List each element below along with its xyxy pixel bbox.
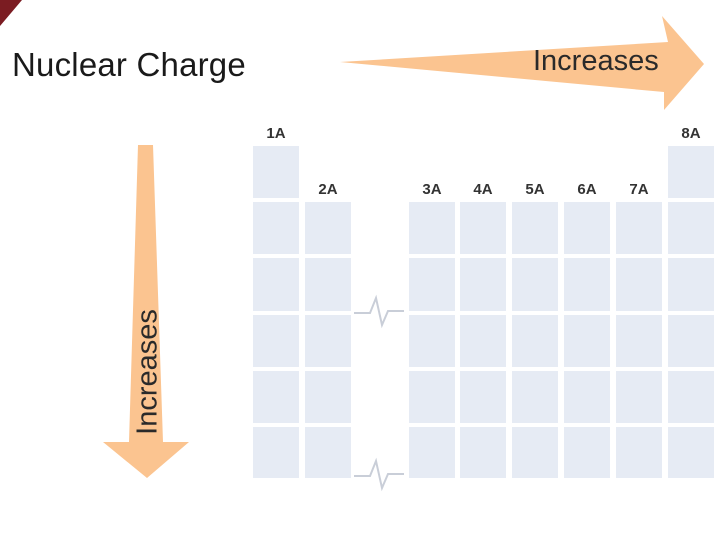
table-cell: [305, 258, 351, 311]
table-cell: [305, 371, 351, 423]
group-label-8a: 8A: [681, 125, 701, 142]
table-cell: [460, 315, 506, 367]
group-label-5a: 5A: [525, 181, 545, 198]
table-cell: [512, 315, 558, 367]
group-label-3a: 3A: [422, 181, 442, 198]
table-cell: [668, 258, 714, 311]
group-label-7a: 7A: [629, 181, 649, 198]
table-cell: [253, 315, 299, 367]
group-label-2a: 2A: [318, 181, 338, 198]
table-cell: [460, 258, 506, 311]
table-cell: [460, 371, 506, 423]
group-label-1a: 1A: [266, 125, 286, 142]
table-cell: [409, 427, 455, 478]
table-cell: [409, 315, 455, 367]
table-cell: [305, 315, 351, 367]
table-cell: [305, 427, 351, 478]
table-cell: [564, 258, 610, 311]
table-cell: [564, 371, 610, 423]
table-cell: [409, 371, 455, 423]
group-label-4a: 4A: [473, 181, 493, 198]
table-cell: [668, 371, 714, 423]
table-cell: [253, 258, 299, 311]
table-cell: [512, 258, 558, 311]
table-cell: [668, 427, 714, 478]
table-cell: [616, 371, 662, 423]
group-label-6a: 6A: [577, 181, 597, 198]
table-cell: [564, 202, 610, 254]
table-cell: [253, 427, 299, 478]
horizontal-increase-arrow: [340, 16, 704, 110]
table-cell: [305, 202, 351, 254]
horizontal-arrow-label: Increases: [533, 45, 659, 77]
table-cell: [564, 315, 610, 367]
table-cell: [253, 202, 299, 254]
table-cell: [512, 371, 558, 423]
table-cell: [253, 146, 299, 198]
table-cell: [253, 371, 299, 423]
table-cell: [409, 258, 455, 311]
table-cell: [668, 202, 714, 254]
table-cell: [668, 315, 714, 367]
table-cell: [616, 427, 662, 478]
table-cell: [616, 202, 662, 254]
table-cell: [564, 427, 610, 478]
table-cell: [409, 202, 455, 254]
corner-decoration: [0, 0, 22, 26]
table-cell: [616, 315, 662, 367]
table-cell: [512, 202, 558, 254]
table-cell: [460, 427, 506, 478]
table-cell: [512, 427, 558, 478]
table-cell: [460, 202, 506, 254]
vertical-increase-arrow: [103, 145, 189, 478]
table-cell: [616, 258, 662, 311]
slide-title: Nuclear Charge: [12, 46, 246, 83]
table-cell: [668, 146, 714, 198]
